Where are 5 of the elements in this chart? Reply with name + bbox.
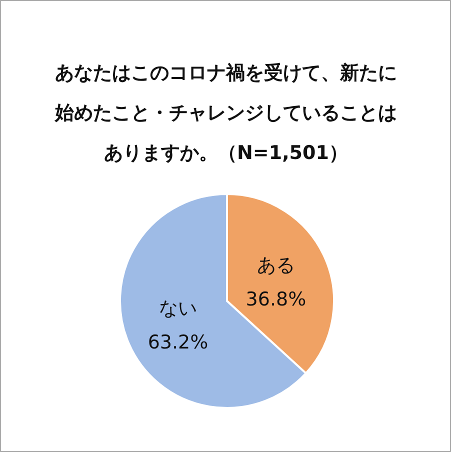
data-label: 36.8% (246, 288, 306, 310)
chart-title: あなたはこのコロナ禍を受けて、新たに始めたこと・チャレンジしていることはありますか。（N=1,501） (54, 61, 398, 166)
data-label: 63.2% (148, 332, 208, 354)
slice-label: ない (159, 298, 198, 320)
slice-label: ある (256, 254, 295, 276)
